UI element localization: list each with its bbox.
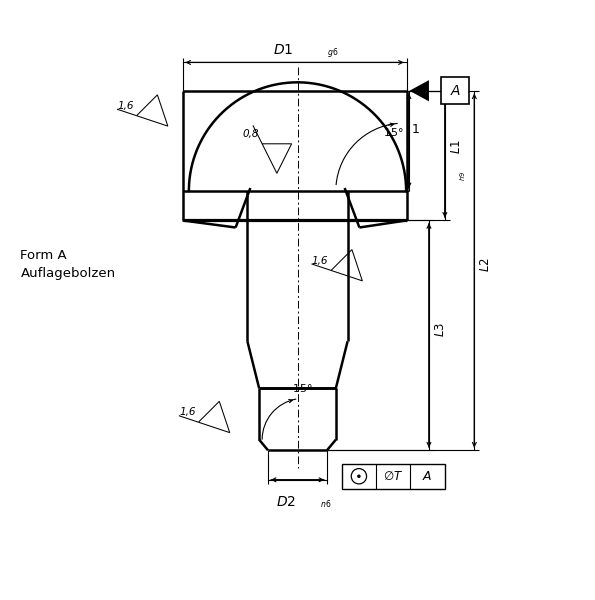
Polygon shape bbox=[409, 80, 429, 101]
Circle shape bbox=[357, 475, 361, 478]
Text: $_{n6}$: $_{n6}$ bbox=[320, 499, 331, 511]
Text: $D2$: $D2$ bbox=[275, 494, 296, 509]
Text: 1,6: 1,6 bbox=[117, 101, 134, 111]
Text: 1,6: 1,6 bbox=[312, 256, 328, 266]
Text: $1$: $1$ bbox=[411, 122, 420, 136]
Text: Form A
Auflagebolzen: Form A Auflagebolzen bbox=[20, 249, 115, 280]
Text: $15°$: $15°$ bbox=[292, 382, 312, 394]
Text: $_{g6}$: $_{g6}$ bbox=[327, 46, 339, 61]
Text: $\emptyset T$: $\emptyset T$ bbox=[383, 470, 403, 483]
Bar bbox=[342, 464, 445, 488]
Text: 0,8: 0,8 bbox=[243, 129, 259, 139]
Text: $L3$: $L3$ bbox=[434, 322, 447, 337]
Text: $L1$: $L1$ bbox=[450, 139, 462, 154]
Text: $D1$: $D1$ bbox=[273, 43, 293, 56]
FancyBboxPatch shape bbox=[441, 77, 469, 104]
Text: 1,6: 1,6 bbox=[179, 407, 196, 418]
Text: $L2$: $L2$ bbox=[479, 257, 492, 272]
Text: $15°$: $15°$ bbox=[383, 126, 403, 138]
Text: $_{h9}$: $_{h9}$ bbox=[458, 171, 468, 181]
Text: $A$: $A$ bbox=[450, 84, 461, 98]
Text: $A$: $A$ bbox=[422, 470, 433, 483]
